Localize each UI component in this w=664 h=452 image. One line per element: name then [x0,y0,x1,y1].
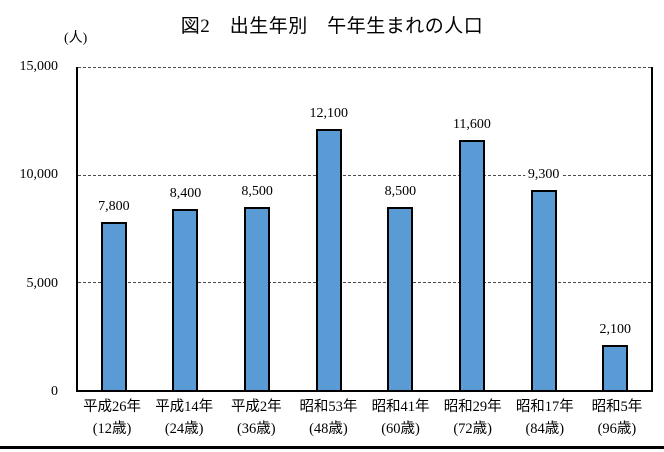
y-axis: 15,000 10,000 5,000 0 [0,59,68,399]
x-tick-age: (84歳) [525,420,565,437]
x-tick-label: 平成2年 (36歳) [220,397,292,441]
bar [315,129,342,390]
x-tick-age: (72歳) [453,420,493,437]
x-tick-age: (36歳) [236,420,276,437]
x-tick-year: 昭和5年 [591,399,643,415]
bars-container: 7,800 8,400 8,500 12,100 8,500 11,600 9,300 2,1… [78,67,651,390]
bar [172,209,199,390]
x-tick-year: 昭和41年 [371,399,430,415]
x-tick-label: 昭和29年 (72歳) [437,397,509,441]
gridline [78,174,651,176]
bar-column: 12,100 [293,67,365,390]
bar [530,189,557,390]
plot-area: 7,800 8,400 8,500 12,100 8,500 11,600 9,300 2,1… [76,67,653,392]
x-tick-year: 平成14年 [155,399,214,415]
bar-column: 2,100 [579,67,651,390]
bar-column: 11,600 [436,67,508,390]
gridline [78,282,651,284]
bar-column: 7,800 [78,67,150,390]
x-tick-label: 昭和53年 (48歳) [292,397,364,441]
bottom-border-line [0,446,664,449]
y-axis-unit-label: (人) [64,31,88,46]
x-tick-year: 昭和17年 [515,399,574,415]
bar-column: 8,500 [365,67,437,390]
bar-value-label: 12,100 [306,106,351,123]
y-tick-label: 5,000 [26,275,59,291]
bar-column: 8,500 [221,67,293,390]
bar [244,206,271,390]
bar-value-label: 8,400 [166,186,205,203]
x-tick-year: 昭和29年 [443,399,502,415]
bar-value-label: 2,100 [596,321,634,338]
y-tick-label: 0 [51,384,58,399]
x-tick-age: (12歳) [92,420,132,437]
bar-value-label: 8,500 [238,183,276,200]
x-axis: 平成26年 (12歳) 平成14年 (24歳) 平成2年 (36歳) 昭和53年 (48歳) 昭… [76,397,653,441]
x-tick-age: (24歳) [164,420,204,437]
x-tick-year: 昭和53年 [299,399,358,415]
x-tick-label: 昭和41年 (60歳) [365,397,437,441]
bar [458,140,485,390]
gridline [78,67,651,68]
x-tick-age: (96歳) [597,420,637,437]
chart-title: 図2 出生年別 午年生まれの人口 [180,16,484,37]
bar-column: 9,300 [508,67,580,390]
x-tick-age: (48歳) [309,420,348,437]
bar-column: 8,400 [150,67,222,390]
x-tick-label: 昭和17年 (84歳) [509,397,581,441]
bar-value-label: 8,500 [381,183,420,200]
bar [100,222,127,390]
bar-value-label: 7,800 [95,198,133,216]
x-tick-year: 平成26年 [83,399,142,415]
y-tick-label: 15,000 [19,59,59,74]
bar-value-label: 11,600 [449,117,494,134]
bar-value-label: 9,300 [524,166,563,183]
bar [602,344,629,390]
x-tick-age: (60歳) [381,420,420,437]
y-tick-label: 10,000 [19,167,59,183]
x-tick-year: 平成2年 [230,399,282,415]
bar [387,206,414,390]
x-tick-label: 昭和5年 (96歳) [581,397,653,441]
x-tick-label: 平成14年 (24歳) [148,397,220,441]
x-tick-label: 平成26年 (12歳) [76,397,148,441]
